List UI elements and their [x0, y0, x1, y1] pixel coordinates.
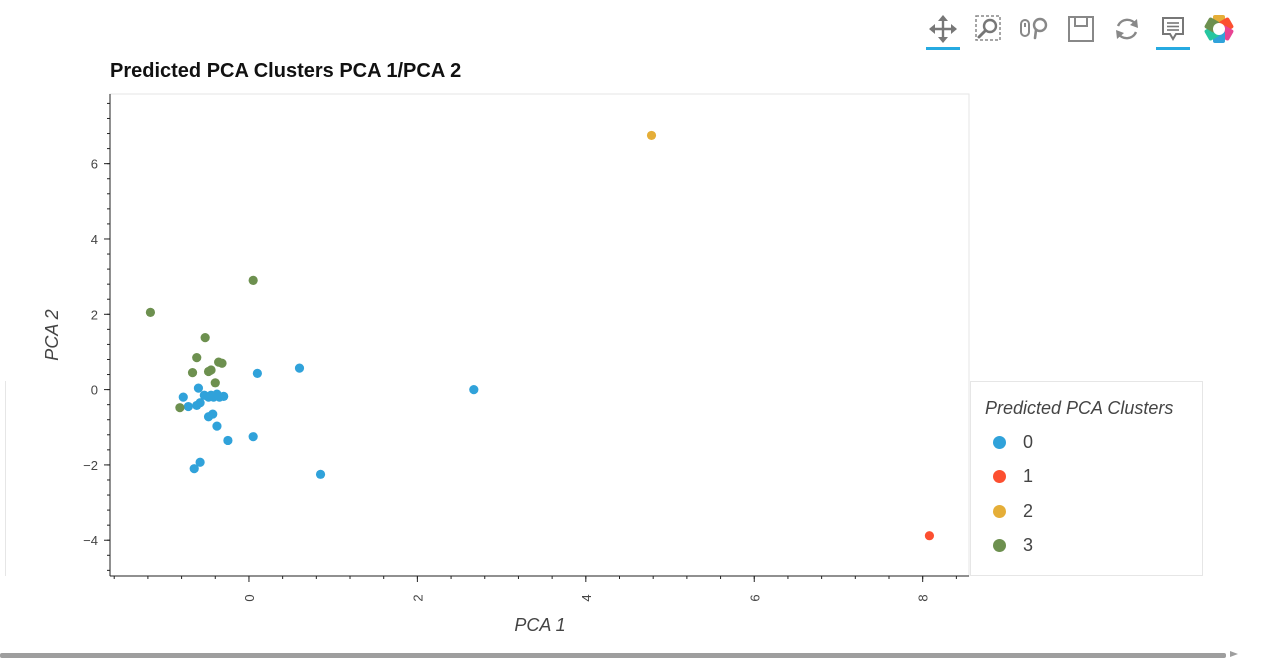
save-tool-button[interactable] [1060, 10, 1102, 48]
x-tick-label: 4 [579, 594, 594, 601]
scatter-point-cluster-3 [192, 352, 202, 363]
scatter-point-cluster-0 [178, 392, 188, 402]
scatter-point-cluster-0 [195, 398, 205, 408]
scatter-point-cluster-0 [223, 435, 233, 446]
reset-icon [1116, 18, 1138, 40]
horizontal-scrollbar[interactable] [0, 653, 1226, 658]
box-zoom-tool-button[interactable] [968, 10, 1010, 48]
scatter-point-cluster-3 [145, 307, 156, 318]
wheel-zoom-tool-button[interactable] [1014, 10, 1056, 48]
box-zoom-icon [975, 15, 1001, 41]
legend-swatch-0 [993, 435, 1006, 449]
scatter-point-cluster-3 [187, 368, 198, 378]
plot-frame [109, 93, 970, 577]
scatter-point-cluster-0 [252, 368, 262, 379]
legend-label-2: 2 [1023, 500, 1034, 521]
scatter-point-cluster-2 [646, 130, 657, 141]
wheel-zoom-icon [1020, 17, 1048, 40]
y-tick-label: 2 [91, 307, 98, 322]
left-panel-edge [0, 381, 6, 576]
reset-tool-button[interactable] [1106, 10, 1148, 48]
hover-icon [1162, 17, 1184, 41]
legend-item-1[interactable]: 1 [993, 464, 1033, 488]
scatter-point-cluster-0 [294, 363, 305, 373]
plot-toolbar [918, 8, 1248, 50]
scatter-point-cluster-0 [219, 391, 229, 401]
legend-swatch-3 [993, 538, 1006, 552]
bokeh-logo[interactable] [1198, 10, 1240, 48]
x-tick-label: 0 [242, 594, 257, 601]
scatter-point-cluster-1 [924, 531, 935, 541]
scatter-point-cluster-0 [183, 401, 193, 412]
bokeh-logo-icon [1204, 15, 1234, 43]
hover-tool-button[interactable] [1152, 10, 1194, 50]
scatter-point-cluster-0 [248, 432, 258, 442]
legend-label-0: 0 [1023, 431, 1034, 452]
pan-tool-button[interactable] [922, 10, 964, 50]
x-tick-label: 8 [916, 594, 931, 601]
scatter-point-cluster-3 [206, 365, 216, 375]
legend-item-0[interactable]: 0 [993, 430, 1033, 454]
y-tick-label: 0 [91, 383, 98, 398]
scatter-point-cluster-0 [189, 464, 199, 474]
scatter-point-cluster-0 [212, 421, 222, 431]
legend-item-3[interactable]: 3 [993, 533, 1033, 557]
legend-label-3: 3 [1023, 534, 1034, 555]
x-tick-label: 6 [747, 594, 762, 601]
scatter-point-cluster-0 [208, 409, 218, 419]
scatter-point-cluster-0 [195, 457, 205, 467]
scatter-point-cluster-3 [175, 403, 185, 413]
legend-swatch-2 [993, 504, 1006, 518]
scatter-point-cluster-3 [200, 333, 210, 343]
scatter-point-cluster-3 [248, 275, 258, 285]
scatter-point-cluster-3 [210, 378, 220, 388]
x-tick-label: 2 [410, 594, 425, 601]
scroll-right-arrow-icon[interactable] [1228, 650, 1240, 658]
y-tick-label: 4 [91, 232, 98, 247]
legend-title: Predicted PCA Clusters [985, 398, 1174, 418]
chart-title: Predicted PCA Clusters PCA 1/PCA 2 [110, 60, 462, 82]
save-icon [1068, 16, 1094, 42]
legend: Predicted PCA Clusters 0 1 2 3 [970, 381, 1203, 576]
pan-icon [929, 15, 957, 43]
y-axis-label: PCA 2 [42, 309, 62, 360]
scatter-point-cluster-0 [193, 383, 204, 393]
scatter-point-cluster-3 [217, 358, 227, 368]
y-tick-label: −4 [83, 533, 98, 548]
legend-item-2[interactable]: 2 [993, 499, 1033, 523]
scatter-point-cluster-0 [315, 469, 326, 479]
y-tick-label: −2 [83, 458, 98, 473]
legend-swatch-1 [993, 469, 1006, 483]
y-tick-label: 6 [91, 157, 98, 172]
scatter-point-cluster-0 [469, 385, 479, 395]
x-axis-label: PCA 1 [514, 615, 565, 635]
legend-label-1: 1 [1023, 465, 1034, 486]
